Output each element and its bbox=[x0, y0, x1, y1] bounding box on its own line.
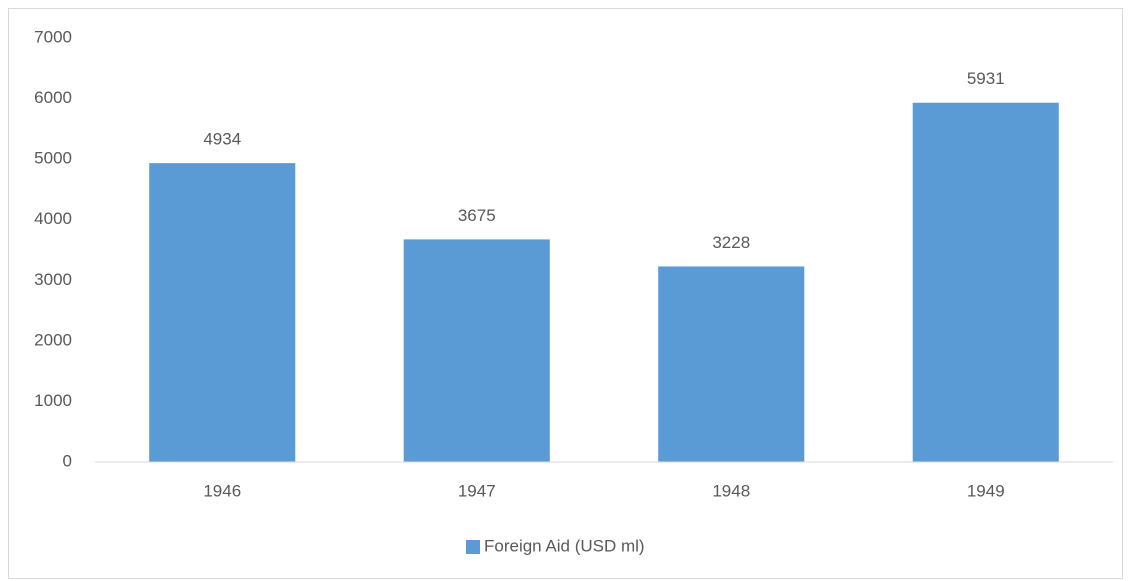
y-tick-label: 2000 bbox=[34, 330, 72, 349]
x-tick-label: 1948 bbox=[712, 481, 750, 500]
legend-swatch bbox=[466, 540, 480, 554]
legend-label: Foreign Aid (USD ml) bbox=[484, 536, 645, 555]
y-tick-label: 3000 bbox=[34, 270, 72, 289]
x-tick-label: 1946 bbox=[203, 481, 241, 500]
x-tick-label: 1949 bbox=[967, 481, 1005, 500]
data-label: 5931 bbox=[967, 69, 1005, 88]
bar bbox=[912, 102, 1059, 462]
y-tick-label: 7000 bbox=[34, 27, 72, 46]
data-label: 3228 bbox=[712, 233, 750, 252]
bar bbox=[403, 239, 550, 462]
data-label: 4934 bbox=[203, 130, 241, 149]
y-tick-label: 6000 bbox=[34, 88, 72, 107]
y-tick-label: 4000 bbox=[34, 209, 72, 228]
x-tick-label: 1947 bbox=[458, 481, 496, 500]
y-tick-label: 5000 bbox=[34, 149, 72, 168]
bar bbox=[658, 266, 805, 462]
data-label: 3675 bbox=[458, 206, 496, 225]
bar bbox=[149, 163, 296, 462]
y-tick-label: 0 bbox=[63, 451, 72, 470]
y-tick-label: 1000 bbox=[34, 391, 72, 410]
